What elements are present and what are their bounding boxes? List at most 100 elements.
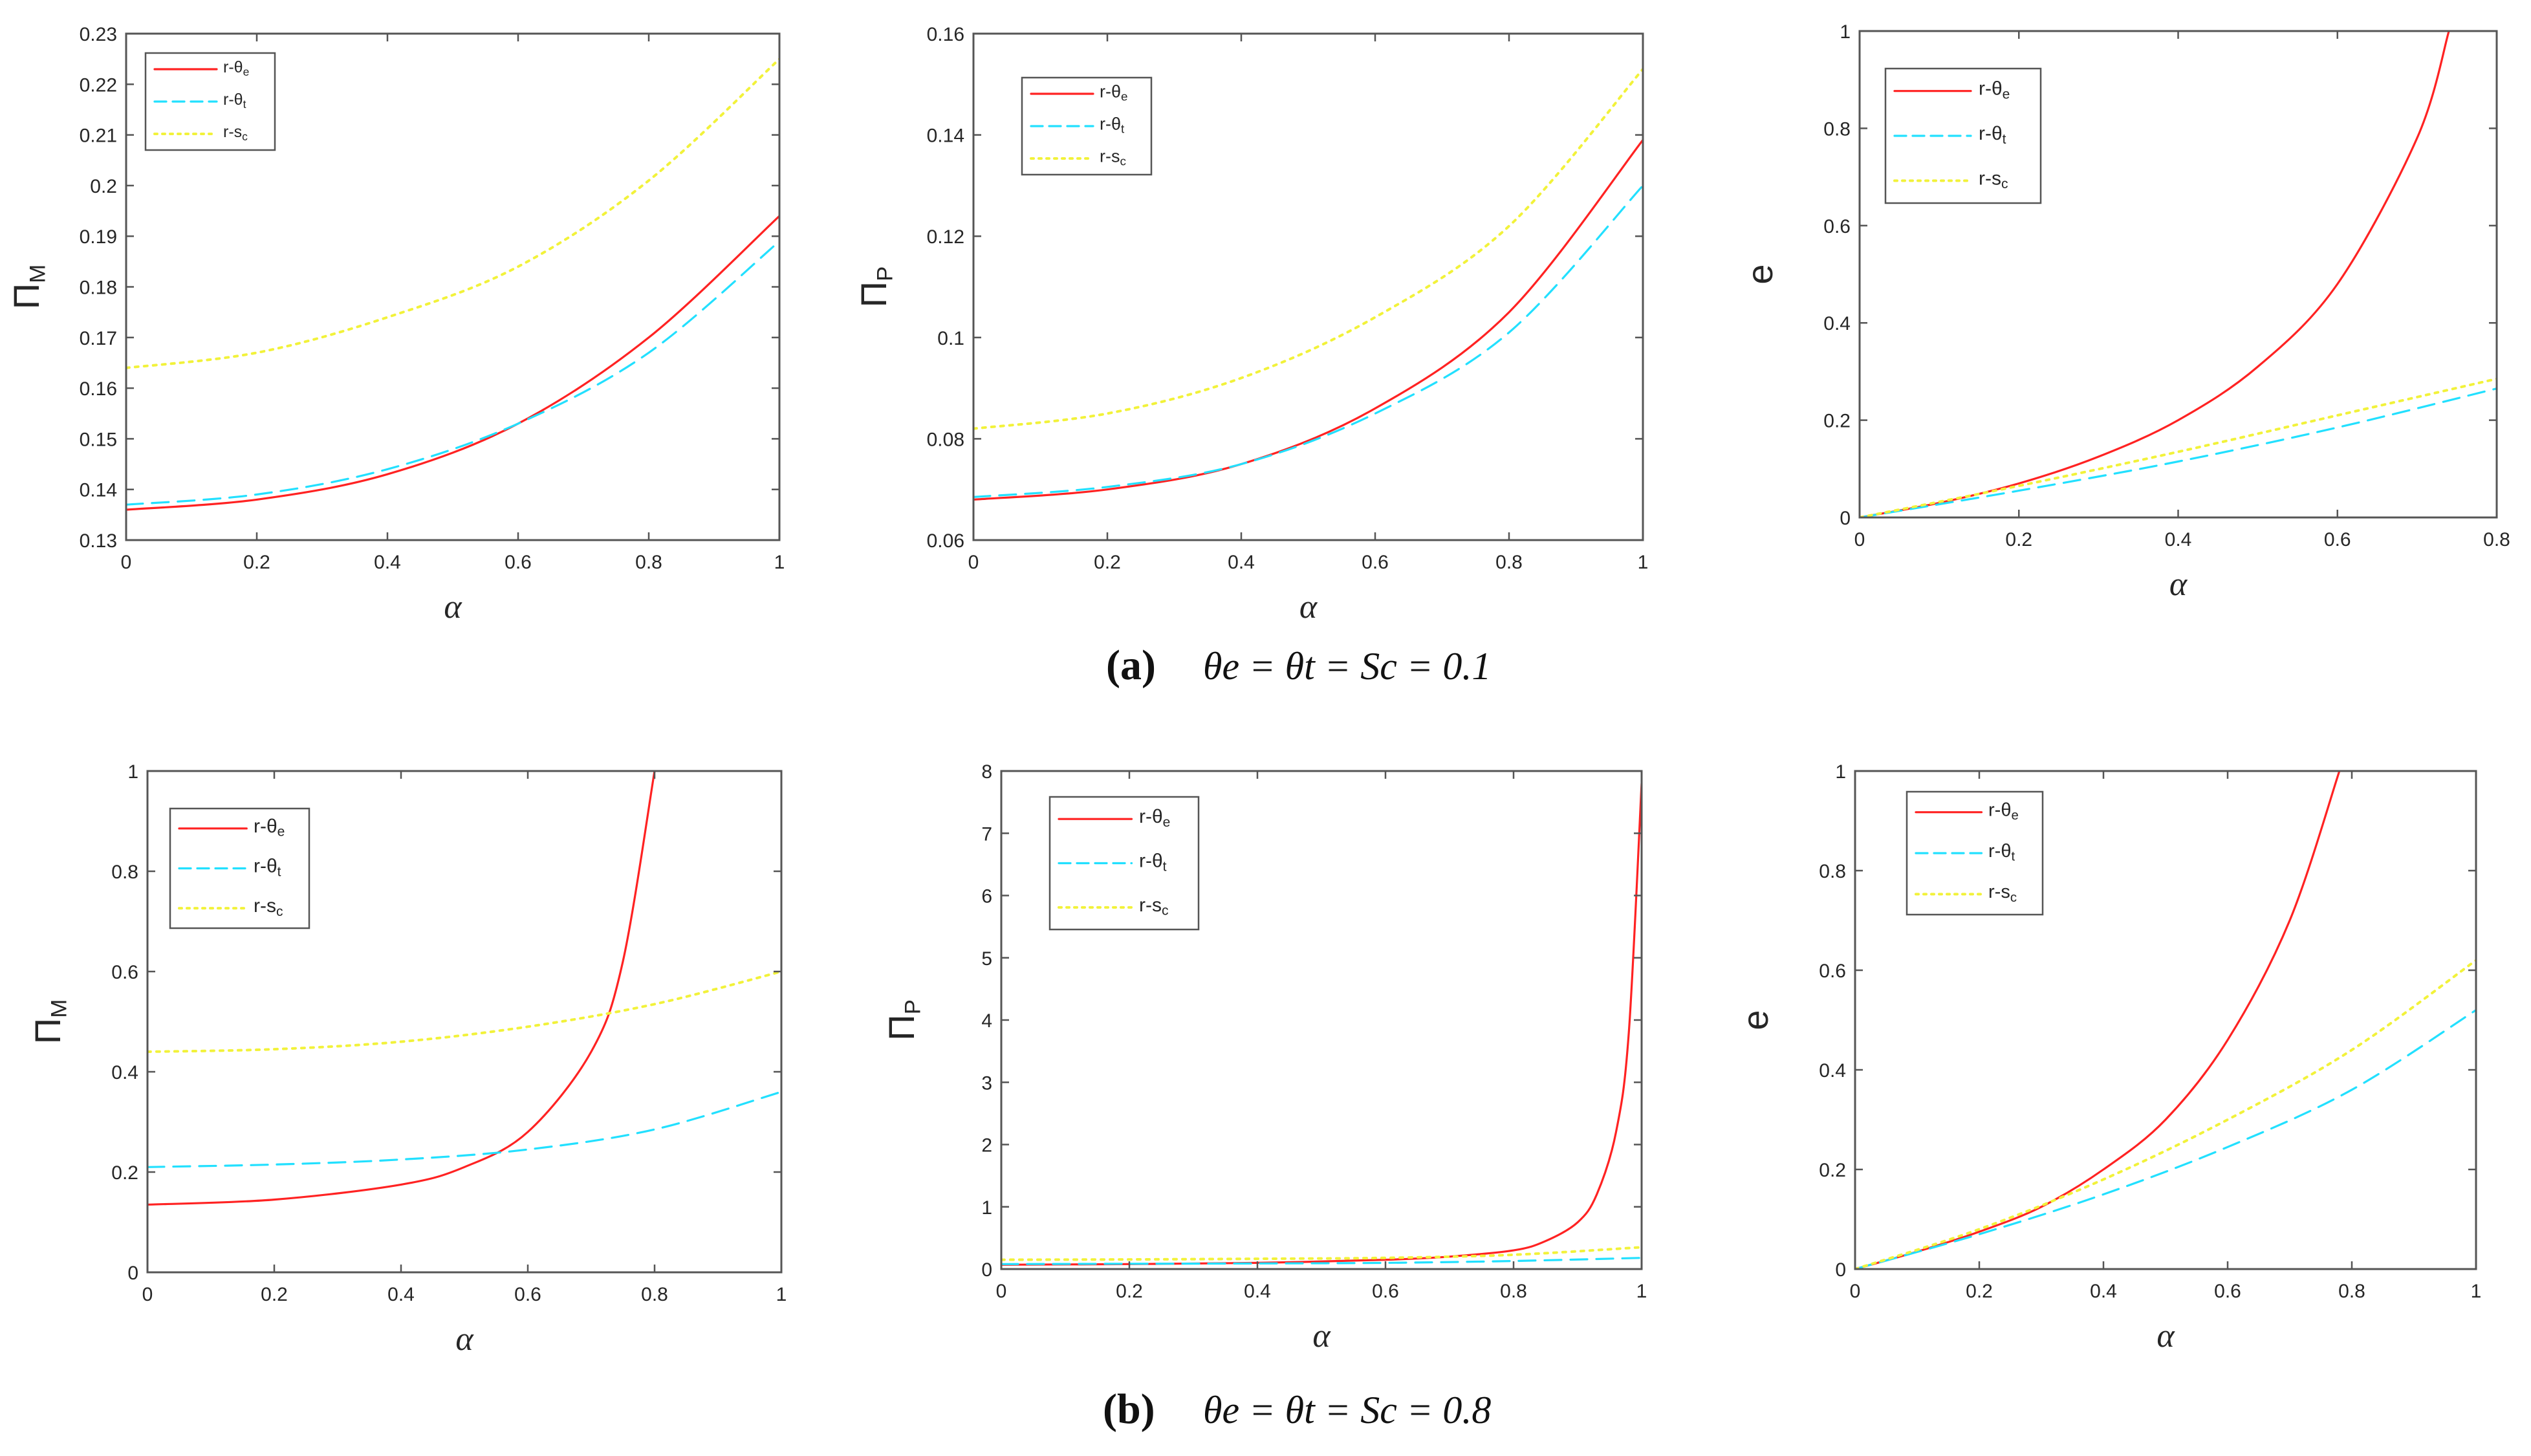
chart-a2: 0 0.2 0.4 0.6 0.8 1 0.06 0.08 0.1 0.12 0.14 0.16 α ΠP…	[853, 24, 1648, 625]
x-tick-label: 0.2	[1094, 552, 1121, 573]
chart-b2: 0 0.2 0.4 0.6 0.8 1 0 1 2 3 4 5 6 7 8 α ΠP r-θe r-θt r-sc	[881, 761, 1647, 1354]
x-tick-label: 0.8	[1495, 552, 1523, 573]
y-tick-label: 0.13	[80, 530, 117, 552]
y-tick-label: 0.1	[937, 328, 964, 349]
y-axis-label: e	[1739, 264, 1780, 284]
x-tick-label: 0	[996, 1281, 1007, 1302]
series-line-b3-3	[1855, 959, 2476, 1269]
x-tick-label: 0.8	[641, 1284, 668, 1305]
legend-a3: r-θe r-θt r-sc	[1884, 67, 2042, 204]
y-tick-label: 2	[981, 1135, 992, 1157]
legend-label-1: r-θe	[1100, 81, 1128, 103]
x-tick-label: 0.8	[2483, 529, 2510, 550]
y-tick-label: 0.22	[80, 74, 117, 96]
y-tick-label: 0.12	[927, 226, 964, 248]
x-tick-label: 1	[1636, 1281, 1647, 1302]
series-line-a1-2	[126, 240, 779, 506]
y-tick-label: 0.14	[80, 480, 117, 501]
chart-a3: 0 0.2 0.4 0.6 0.8 0 0.2 0.4 0.6 0.8 1 α e r-θe r-θt r-s…	[1739, 21, 2510, 603]
legend-label-2: r-θt	[1979, 123, 2006, 147]
legend-label-3: r-sc	[1988, 882, 2017, 905]
x-tick-label: 0	[142, 1284, 153, 1305]
y-tick-label: 0.23	[80, 24, 117, 45]
legend-box	[1884, 67, 2042, 204]
y-axis-label: ΠP	[853, 266, 898, 308]
x-tick-label: 0.6	[505, 552, 532, 573]
x-tick-label: 0.4	[1244, 1281, 1271, 1302]
legend-label-2: r-θt	[1988, 841, 2015, 864]
legend-label-3: r-sc	[1139, 895, 1168, 918]
caption-b-letter: (b)	[1103, 1385, 1155, 1433]
y-tick-label: 0.8	[1819, 861, 1846, 882]
legend-label-1: r-θe	[1139, 806, 1170, 830]
caption-a-equation: θe = θt = Sc = 0.1	[1203, 645, 1491, 688]
series-line-b1-3	[147, 970, 781, 1053]
chart-a1: 0 0.2 0.4 0.6 0.8 1 0.13 0.14 0.15 0.16 0.17 0.18 0.…	[6, 24, 785, 625]
y-axis-label: ΠM	[27, 999, 72, 1044]
x-axis-label: α	[1299, 589, 1318, 625]
y-tick-label: 1	[1840, 21, 1851, 43]
axes-frame-a2	[972, 32, 1644, 541]
x-tick-label: 0.2	[261, 1284, 288, 1305]
y-tick-label: 5	[981, 948, 992, 970]
y-tick-label: 0.16	[80, 378, 117, 400]
legend-a2: r-θe r-θt r-sc	[1021, 76, 1153, 176]
y-tick-label: 0.17	[80, 328, 117, 349]
x-tick-label: 0.4	[2090, 1281, 2117, 1302]
x-tick-label: 0	[121, 552, 132, 573]
series-line-b3-1	[1855, 771, 2341, 1269]
y-tick-label: 0.15	[80, 429, 117, 450]
series-line-b2-3	[1001, 1246, 1642, 1261]
x-tick-label: 0.4	[387, 1284, 415, 1305]
y-tick-label: 0.21	[80, 125, 117, 147]
y-tick-label: 1	[981, 1197, 992, 1219]
y-tick-label: 0.2	[1823, 411, 1851, 432]
x-tick-label: 0.4	[1228, 552, 1255, 573]
x-axis-label: α	[455, 1321, 474, 1358]
caption-a-letter: (a)	[1106, 642, 1156, 689]
x-tick-label: 0.4	[2165, 529, 2192, 550]
y-tick-label: 0.18	[80, 277, 117, 299]
x-tick-label: 0.2	[2005, 529, 2032, 550]
charts-layer: 0 0.2 0.4 0.6 0.8 10.130.140.150.160.170.180.…	[6, 21, 2510, 1358]
y-axis-label: e	[1735, 1010, 1776, 1030]
y-tick-label: 0.2	[90, 176, 117, 197]
legend-label-3: r-sc	[1100, 146, 1126, 168]
y-tick-label: 0.6	[111, 962, 138, 983]
x-tick-label: 0	[968, 552, 979, 573]
x-tick-label: 0.8	[2338, 1281, 2365, 1302]
x-axis-label: α	[1312, 1318, 1331, 1354]
legend-b2: r-θe r-θt r-sc	[1048, 796, 1200, 931]
x-tick-label: 0.6	[2324, 529, 2351, 550]
y-tick-label: 0	[1835, 1259, 1846, 1281]
x-tick-label: 0.8	[635, 552, 662, 573]
series-line-b1-2	[147, 1091, 781, 1168]
y-tick-label: 0.2	[111, 1162, 138, 1184]
series-line-a3-2	[1860, 387, 2497, 517]
y-tick-label: 0.6	[1819, 961, 1846, 982]
caption-b-equation: θe = θt = Sc = 0.8	[1203, 1389, 1491, 1431]
x-tick-label: 0.2	[1966, 1281, 1993, 1302]
legend-a1: r-θe r-θt r-sc	[144, 52, 276, 151]
legend-label-2: r-θt	[254, 856, 281, 880]
chart-b1: 0 0.2 0.4 0.6 0.8 100.20.40.60.81αΠMr-θer-θtr…	[27, 761, 787, 1358]
legend-label-2: r-θt	[1139, 851, 1167, 875]
legend-label-3: r-sc	[223, 123, 248, 143]
x-tick-label: 0.6	[2214, 1281, 2241, 1302]
x-tick-label: 0.8	[1500, 1281, 1527, 1302]
y-tick-label: 0	[981, 1259, 992, 1281]
series-line-a2-1	[973, 138, 1643, 501]
y-tick-label: 0.2	[1819, 1160, 1846, 1181]
legend-label-1: r-θe	[223, 58, 249, 78]
y-tick-label: 0.4	[111, 1062, 138, 1083]
y-tick-label: 0.8	[1823, 118, 1851, 140]
series-line-b3-2	[1855, 1009, 2476, 1269]
x-tick-label: 1	[2471, 1281, 2482, 1302]
y-axis-label: ΠP	[881, 999, 926, 1041]
x-axis-label: α	[2169, 566, 2188, 603]
legend-b3: r-θe r-θt r-sc	[1906, 790, 2044, 916]
y-tick-label: 3	[981, 1072, 992, 1094]
legend-label-3: r-sc	[254, 895, 283, 919]
y-tick-label: 4	[981, 1010, 992, 1032]
